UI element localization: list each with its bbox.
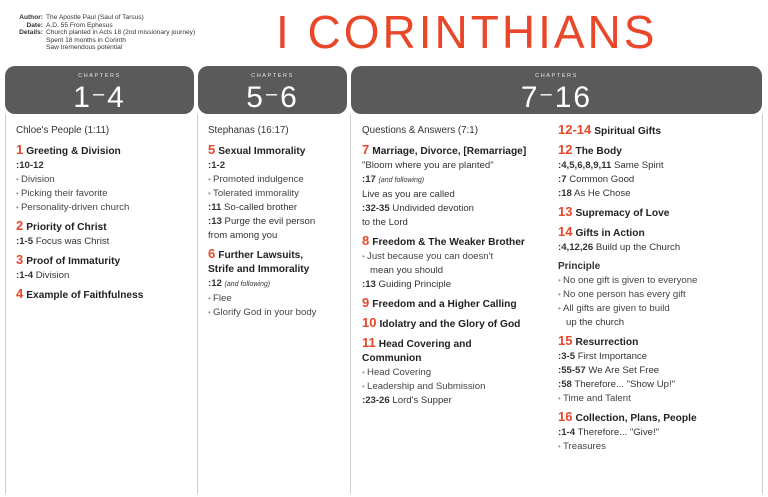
verse-ref: :55-57 We Are Set Free	[558, 365, 660, 376]
divider	[5, 114, 6, 494]
bullet-item: All gifts are given to build	[558, 302, 762, 316]
chapter-bar-5-6: CHAPTERS 5–6	[198, 66, 347, 114]
chapter-to: 6	[280, 81, 299, 114]
chapters-label: CHAPTERS	[251, 73, 294, 79]
section-source: Questions & Answers (7:1)	[362, 125, 478, 136]
bullet-item: Head Covering	[362, 366, 554, 380]
chapter-heading: 11 Head Covering and	[362, 335, 472, 351]
chapter-heading: 9 Freedom and a Higher Calling	[362, 295, 517, 311]
verse-ref: :32-35 Undivided devotion	[362, 203, 475, 214]
chapter-to: 16	[554, 81, 593, 114]
bullet-item: Time and Talent	[558, 392, 762, 406]
details-key: Details:	[19, 29, 43, 37]
bullet-item: Flee	[208, 292, 348, 306]
author-value: The Apostle Paul (Saul of Tarsus)	[46, 14, 144, 21]
column-chapters-1-4: Chloe's People (1:11) 1 Greeting & Divisi…	[16, 124, 194, 303]
bullet-item: Tolerated immorality	[208, 187, 348, 201]
verse-ref: :17 (and following)	[362, 174, 425, 185]
verse-ref: :10-12	[16, 160, 44, 171]
chapter-heading: 5 Sexual Immorality	[208, 142, 306, 158]
verse-ref: :12 (and following)	[208, 278, 271, 289]
chapter-heading-cont: Communion	[362, 353, 422, 364]
verse-ref: :1-4 Division	[16, 270, 70, 281]
verse-ref: :3-5 First Importance	[558, 351, 648, 362]
verse-ref: :13 Purge the evil person	[208, 216, 316, 227]
chapter-bar-1-4: CHAPTERS 1–4	[5, 66, 194, 114]
author-key: Author:	[19, 14, 43, 21]
chapter-bar-7-16: CHAPTERS 7–16	[351, 66, 762, 114]
details-line-1: Church planted in Acts 18 (2nd missionar…	[46, 29, 196, 37]
chapter-heading: 12-14 Spiritual Gifts	[558, 122, 662, 138]
chapter-heading: 12 The Body	[558, 142, 622, 158]
bullet-item: Leadership and Submission	[362, 380, 554, 394]
page-title: I CORINTHIANS	[276, 6, 658, 58]
chapters-label: CHAPTERS	[535, 73, 578, 79]
chapter-heading: 6 Further Lawsuits,	[208, 246, 304, 262]
chapter-heading: 14 Gifts in Action	[558, 224, 645, 240]
divider	[762, 114, 763, 494]
chapter-heading: 7 Marriage, Divorce, [Remarriage]	[362, 142, 527, 158]
chapter-heading: 1 Greeting & Division	[16, 142, 121, 158]
verse-ref-cont: from among you	[208, 230, 278, 241]
chapter-heading: 3 Proof of Immaturity	[16, 252, 121, 268]
column-chapters-7-11: Questions & Answers (7:1) 7 Marriage, Div…	[362, 124, 554, 408]
verse-ref: :1-5 Focus was Christ	[16, 236, 110, 247]
quote: "Bloom where you are planted"	[362, 160, 494, 171]
chapter-heading: 15 Resurrection	[558, 333, 639, 349]
principle-heading: Principle	[558, 261, 601, 272]
chapters-label: CHAPTERS	[78, 73, 121, 79]
bullet-item: Glorify God in your body	[208, 306, 348, 320]
chapter-heading: 8 Freedom & The Weaker Brother	[362, 233, 525, 249]
date-value: A.D. 55 From Ephesus	[46, 21, 113, 29]
column-chapters-12-16: 12-14 Spiritual Gifts 12 The Body :4,5,6,8…	[558, 123, 762, 454]
details-line-3: Saw tremendous potential	[46, 44, 123, 52]
verse-ref: :4,12,26 Build up the Church	[558, 242, 681, 253]
details-line-2: Spent 18 months in Corinth	[46, 36, 126, 44]
chapter-from: 1	[73, 81, 92, 114]
divider	[350, 114, 351, 494]
bullet-item: No one gift is given to everyone	[558, 274, 762, 288]
verse-ref: :18 As He Chose	[558, 188, 631, 199]
chapter-heading: 4 Example of Faithfulness	[16, 286, 144, 302]
chapter-heading: 13 Supremacy of Love	[558, 204, 670, 220]
chapter-from: 7	[520, 81, 540, 114]
verse-ref: :58 Therefore... "Show Up!"	[558, 379, 676, 390]
section-source: Chloe's People (1:11)	[16, 125, 110, 136]
verse-ref: :1-2	[208, 160, 226, 171]
chapter-heading-cont: Strife and Immorality	[208, 264, 310, 275]
verse-ref: :1-4 Therefore... "Give!"	[558, 427, 660, 438]
bullet-item: Treasures	[558, 440, 762, 454]
bullet-item-cont: mean you should	[370, 265, 444, 276]
text-line: Live as you are called	[362, 189, 455, 200]
chapter-from: 5	[246, 81, 265, 114]
bullet-item: Personality-driven church	[16, 201, 194, 215]
date-key: Date:	[26, 21, 44, 29]
verse-ref: :7 Common Good	[558, 174, 635, 185]
bullet-item: Just because you can doesn't	[362, 250, 554, 264]
chapter-to: 4	[107, 81, 126, 114]
column-chapters-5-6: Stephanas (16:17) 5 Sexual Immorality :1-…	[208, 124, 348, 320]
divider	[197, 114, 198, 494]
verse-ref: :4,5,6,8,9,11 Same Spirit	[558, 160, 664, 171]
chapter-heading: 10 Idolatry and the Glory of God	[362, 315, 521, 331]
text-line: to the Lord	[362, 217, 408, 228]
bullet-item: Promoted indulgence	[208, 173, 348, 187]
bullet-item: No one person has every gift	[558, 288, 762, 302]
verse-ref: :13 Guiding Principle	[362, 279, 452, 290]
bullet-item-cont: up the church	[566, 317, 625, 328]
chapter-heading: 2 Priority of Christ	[16, 218, 107, 234]
verse-ref: :23-26 Lord's Supper	[362, 395, 452, 406]
chapter-heading: 16 Collection, Plans, People	[558, 409, 697, 425]
book-details: Author: The Apostle Paul (Saul of Tarsus)…	[6, 14, 195, 52]
section-source: Stephanas (16:17)	[208, 125, 289, 136]
verse-ref: :11 So-called brother	[208, 202, 298, 213]
bullet-item: Division	[16, 173, 194, 187]
bullet-item: Picking their favorite	[16, 187, 194, 201]
